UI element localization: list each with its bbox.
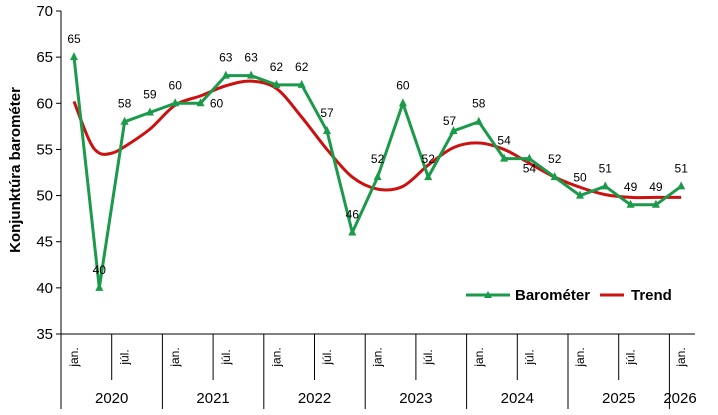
barometer-marker (474, 116, 483, 125)
year-labels: 2020 2021 2022 2023 2024 2025 2026 (95, 390, 697, 407)
data-label: 46 (346, 207, 360, 221)
barometer-marker (398, 98, 407, 107)
data-label: 52 (548, 152, 562, 166)
data-label: 58 (472, 97, 486, 111)
data-labels: 65 40 58 59 60 60 63 63 62 62 57 46 52 60 52 57 58 54 54 52… (67, 32, 688, 277)
year-label: 2024 (501, 390, 534, 407)
barometer-marker (171, 98, 180, 107)
year-label: 2025 (602, 390, 635, 407)
data-label: 57 (320, 106, 334, 120)
legend-barometer-marker (484, 291, 492, 298)
x-tick-label: júl. (421, 349, 435, 365)
barometer-marker (323, 125, 331, 134)
x-tick-label: jan. (269, 347, 283, 367)
barometer-marker (95, 282, 104, 291)
data-label: 60 (210, 96, 224, 110)
y-tick-label: 55 (36, 141, 53, 158)
y-tick-label: 45 (36, 234, 53, 251)
barometer-marker (145, 107, 154, 116)
x-tick-label: júl. (522, 349, 536, 365)
y-tick-label: 40 (36, 280, 53, 297)
y-axis-label: Konjunktúra barométer (7, 87, 24, 253)
barometer-marker (525, 153, 534, 162)
y-axis-ticks: 35 40 45 50 55 60 65 70 (36, 3, 61, 343)
x-tick-label: jan. (674, 347, 688, 367)
legend-barometer-label: Barométer (515, 287, 590, 304)
data-label: 59 (143, 88, 157, 102)
barometer-marker (297, 79, 306, 88)
x-tick-label: júl. (320, 349, 334, 365)
barometer-marker (677, 181, 686, 190)
barometer-marker (196, 98, 205, 107)
barometer-marker (424, 172, 433, 181)
y-tick-label: 50 (36, 188, 53, 205)
barometer-marker (576, 190, 584, 199)
barometer-marker (348, 227, 357, 236)
x-tick-label: jan. (472, 347, 486, 367)
x-axis-ticks: jan. júl. jan. júl. jan. júl. jan. júl. jan. júl.… (67, 347, 688, 367)
data-label: 50 (573, 171, 587, 185)
data-label: 65 (67, 32, 81, 46)
data-label: 62 (270, 60, 284, 74)
data-label: 40 (93, 263, 107, 277)
markers (70, 52, 686, 291)
data-label: 60 (396, 78, 410, 92)
axes (60, 11, 695, 409)
data-label: 52 (371, 152, 385, 166)
barometer-marker (120, 116, 129, 125)
barometer-marker (272, 79, 281, 88)
barometer-marker (550, 172, 559, 181)
y-tick-label: 60 (36, 95, 53, 112)
data-label: 57 (443, 114, 457, 128)
barometer-marker (70, 52, 78, 61)
data-label: 49 (624, 180, 638, 194)
data-label: 60 (169, 78, 183, 92)
x-tick-label: jan. (371, 347, 385, 367)
x-tick-label: júl. (118, 349, 132, 365)
barometer-marker (373, 172, 382, 181)
y-tick-label: 35 (36, 326, 53, 343)
data-label: 52 (422, 152, 436, 166)
year-label: 2021 (196, 390, 229, 407)
x-tick-label: júl. (219, 349, 233, 365)
barometer-marker (221, 70, 230, 79)
x-tick-label: jan. (67, 347, 81, 367)
barometer-marker (626, 199, 635, 208)
barometer-marker (247, 70, 256, 79)
year-label: 2020 (95, 390, 128, 407)
year-label: 2022 (298, 390, 331, 407)
legend: Barométer Trend (466, 287, 672, 304)
barometer-marker (651, 199, 660, 208)
data-label: 62 (295, 60, 309, 74)
year-label: 2026 (663, 390, 696, 407)
x-tick-label: jan. (168, 347, 182, 367)
data-label: 54 (497, 134, 511, 148)
x-tick-label: jan. (573, 347, 587, 367)
barometer-marker (500, 153, 509, 162)
x-tick-label: júl. (624, 349, 638, 365)
data-label: 51 (599, 161, 613, 175)
data-label: 58 (118, 97, 132, 111)
y-tick-label: 70 (36, 3, 53, 20)
data-label: 49 (649, 180, 663, 194)
legend-trend-label: Trend (631, 287, 672, 304)
data-label: 63 (244, 51, 258, 65)
series-trend-line (72, 79, 682, 200)
data-label: 51 (675, 161, 689, 175)
barometer-marker (449, 125, 458, 134)
data-label: 63 (219, 51, 233, 65)
barometer-marker (601, 181, 610, 190)
y-tick-label: 65 (36, 49, 53, 66)
year-label: 2023 (399, 390, 432, 407)
data-label: 54 (523, 162, 537, 176)
